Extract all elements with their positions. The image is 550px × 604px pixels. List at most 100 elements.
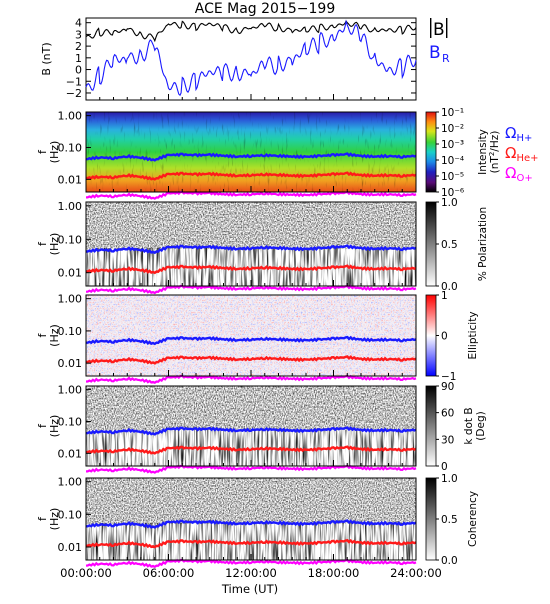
colorbar-tick-label: 0 bbox=[441, 461, 448, 473]
colorbar-unit: (Deg) bbox=[475, 411, 487, 440]
legend-radial-sub: R bbox=[442, 52, 450, 65]
f-ytick-label: 1.00 bbox=[58, 293, 83, 306]
x-axis-label: Time (UT) bbox=[221, 582, 278, 596]
colorbar-tick-label: 1.0 bbox=[441, 197, 458, 209]
colorbar-title: Intensity bbox=[477, 129, 489, 175]
legend-gyro-2: ΩO+ bbox=[505, 164, 533, 184]
f-ylabel-f: f bbox=[36, 149, 49, 154]
colorbar-title: k dot B bbox=[463, 407, 475, 444]
colorbar-tick-label: 30 bbox=[441, 434, 454, 446]
legend-omega: Ω bbox=[505, 124, 516, 142]
spectrogram-1 bbox=[85, 111, 417, 200]
gray-noise-top bbox=[86, 202, 416, 249]
spectrogram-2 bbox=[85, 201, 417, 295]
gray-noise-top bbox=[86, 478, 416, 524]
f-ytick-label: 0.01 bbox=[58, 541, 83, 554]
colorbar-title: Coherency bbox=[467, 491, 479, 547]
colorbar-tick-label: 1.0 bbox=[441, 473, 458, 485]
f-ylabel-hz: (Hz) bbox=[48, 508, 61, 531]
series-line-radial bbox=[85, 19, 417, 97]
f-ytick-label: 1.00 bbox=[58, 110, 83, 123]
intensity-texture bbox=[86, 112, 416, 192]
f-ytick-label: 1.00 bbox=[58, 384, 83, 397]
x-tick-label: 24:00:00 bbox=[390, 566, 442, 580]
gyro-line-proton bbox=[86, 335, 417, 346]
spectrogram-3 bbox=[85, 294, 417, 384]
spectrogram-4 bbox=[85, 385, 417, 474]
x-tick-label: 12:00:00 bbox=[225, 566, 277, 580]
f-ytick-label: 1.00 bbox=[58, 200, 83, 213]
b-ytick-label: −2 bbox=[66, 87, 82, 100]
f-ylabel-f: f bbox=[36, 241, 49, 246]
f-ylabel-hz: (Hz) bbox=[48, 415, 61, 438]
gyro-line-helium bbox=[85, 264, 417, 275]
gyro-line-oxygen bbox=[86, 464, 417, 474]
colorbar-tick-label: 0 bbox=[441, 331, 448, 343]
colorbar-title: Ellipticity bbox=[467, 311, 479, 359]
legend-ion: O+ bbox=[516, 173, 532, 184]
gyro-line-oxygen bbox=[86, 284, 417, 295]
legend-gyro-0: ΩH+ bbox=[505, 124, 532, 144]
b-ytick-label: 3 bbox=[75, 28, 82, 41]
f-ytick-label: 0.01 bbox=[58, 267, 83, 280]
spectrogram-5 bbox=[85, 477, 417, 569]
legend-ion: He+ bbox=[516, 153, 538, 164]
b-ytick-label: −1 bbox=[66, 75, 82, 88]
colorbar-tick-label: 10⁻² bbox=[441, 123, 464, 135]
legend-omega: Ω bbox=[505, 144, 516, 162]
colorbar-tick-label: 10⁻⁶ bbox=[441, 187, 464, 199]
b-panel-frame bbox=[85, 17, 417, 101]
gyro-line-oxygen bbox=[85, 558, 417, 569]
colorbar-tick-label: 0.5 bbox=[441, 239, 458, 251]
colorbar-1 bbox=[425, 111, 437, 193]
legend-gyro-1: ΩHe+ bbox=[505, 144, 539, 164]
gray-noise-top bbox=[86, 386, 416, 430]
f-ylabel-f: f bbox=[36, 332, 49, 337]
colorbar-2 bbox=[425, 201, 437, 287]
gyro-line-proton bbox=[86, 519, 417, 529]
f-ytick-label: 0.10 bbox=[58, 325, 83, 338]
f-ylabel-f: f bbox=[36, 516, 49, 521]
gyro-line-helium bbox=[85, 171, 417, 181]
f-ytick-label: 0.01 bbox=[58, 173, 83, 186]
colorbar-5 bbox=[425, 477, 437, 561]
colorbar-tick-label: 0.5 bbox=[441, 514, 458, 526]
gyro-line-helium bbox=[85, 445, 417, 455]
legend-bar-left bbox=[430, 18, 432, 38]
f-ytick-label: 1.00 bbox=[58, 476, 83, 489]
colorbar-tick-label: 10⁻¹ bbox=[441, 107, 464, 119]
colorbar-tick-label: 1 bbox=[441, 290, 448, 302]
colorbar-tick-label: −1 bbox=[441, 371, 456, 383]
f-ytick-label: 0.10 bbox=[58, 508, 83, 521]
f-ytick-label: 0.10 bbox=[58, 141, 83, 154]
gyro-line-proton bbox=[85, 152, 417, 162]
colorbar-unit: (nT2/Hz) bbox=[488, 131, 501, 174]
legend-bar-right bbox=[446, 18, 448, 38]
b-ytick-label: 0 bbox=[75, 64, 82, 77]
f-ylabel-f: f bbox=[36, 423, 49, 428]
ellipticity-blue bbox=[86, 295, 416, 376]
gyro-line-proton bbox=[85, 426, 417, 436]
x-tick-label: 18:00:00 bbox=[308, 566, 360, 580]
legend-magnitude: B bbox=[433, 20, 445, 40]
gyro-line-helium bbox=[85, 355, 417, 365]
x-tick-label: 06:00:00 bbox=[143, 566, 195, 580]
legend-ion: H+ bbox=[516, 133, 532, 144]
colorbar-tick-label: 90 bbox=[441, 381, 454, 393]
colorbar-unit-sup: 2 bbox=[488, 152, 496, 156]
legend-radial: B bbox=[429, 43, 441, 63]
f-ytick-label: 0.01 bbox=[58, 447, 83, 460]
b-ylabel: B (nT) bbox=[40, 42, 53, 75]
chart-title: ACE Mag 2015−199 bbox=[195, 1, 335, 17]
legend-omega: Ω bbox=[505, 164, 516, 182]
colorbar-tick-label: 60 bbox=[441, 408, 454, 420]
colorbar-4 bbox=[425, 385, 437, 467]
colorbar-tick-label: 10⁻⁴ bbox=[441, 155, 464, 167]
f-ylabel-hz: (Hz) bbox=[48, 324, 61, 347]
gyro-line-proton bbox=[86, 244, 417, 255]
x-tick-label: 00:00:00 bbox=[60, 566, 112, 580]
colorbar-unit-b: /Hz) bbox=[489, 131, 501, 152]
colorbar-tick-label: 10⁻³ bbox=[441, 139, 464, 151]
